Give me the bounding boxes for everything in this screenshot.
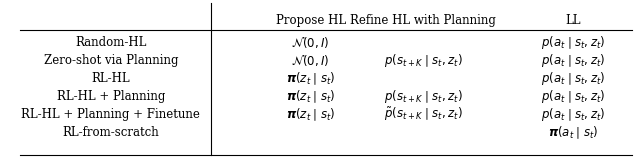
Text: $p(a_t \mid s_t, z_t)$: $p(a_t \mid s_t, z_t)$ (541, 88, 605, 105)
Text: Refine HL with Planning: Refine HL with Planning (350, 14, 496, 27)
Text: RL-HL: RL-HL (92, 72, 130, 85)
Text: $p(a_t \mid s_t, z_t)$: $p(a_t \mid s_t, z_t)$ (541, 34, 605, 51)
Text: LL: LL (565, 14, 580, 27)
Text: $\boldsymbol{\pi}(z_t \mid s_t)$: $\boldsymbol{\pi}(z_t \mid s_t)$ (286, 88, 335, 105)
Text: $p(a_t \mid s_t, z_t)$: $p(a_t \mid s_t, z_t)$ (541, 70, 605, 87)
Text: $\boldsymbol{\pi}(a_t \mid s_t)$: $\boldsymbol{\pi}(a_t \mid s_t)$ (548, 124, 598, 141)
Text: $p(s_{t+K} \mid s_t, z_t)$: $p(s_{t+K} \mid s_t, z_t)$ (384, 52, 463, 69)
Text: $\tilde{p}(s_{t+K} \mid s_t, z_t)$: $\tilde{p}(s_{t+K} \mid s_t, z_t)$ (384, 106, 463, 123)
Text: $\mathcal{N}(0, I)$: $\mathcal{N}(0, I)$ (291, 35, 330, 50)
Text: $\boldsymbol{\pi}(z_t \mid s_t)$: $\boldsymbol{\pi}(z_t \mid s_t)$ (286, 70, 335, 87)
Text: $\boldsymbol{\pi}(z_t \mid s_t)$: $\boldsymbol{\pi}(z_t \mid s_t)$ (286, 106, 335, 123)
Text: RL-from-scratch: RL-from-scratch (62, 126, 159, 139)
Text: RL-HL + Planning: RL-HL + Planning (56, 90, 165, 103)
Text: $p(s_{t+K} \mid s_t, z_t)$: $p(s_{t+K} \mid s_t, z_t)$ (384, 88, 463, 105)
Text: Zero-shot via Planning: Zero-shot via Planning (44, 54, 178, 67)
Text: $p(a_t \mid s_t, z_t)$: $p(a_t \mid s_t, z_t)$ (541, 52, 605, 69)
Text: RL-HL + Planning + Finetune: RL-HL + Planning + Finetune (21, 108, 200, 121)
Text: Propose HL: Propose HL (276, 14, 346, 27)
Text: $\mathcal{N}(0, I)$: $\mathcal{N}(0, I)$ (291, 53, 330, 68)
Text: $p(a_t \mid s_t, z_t)$: $p(a_t \mid s_t, z_t)$ (541, 106, 605, 123)
Text: Random-HL: Random-HL (75, 36, 147, 49)
